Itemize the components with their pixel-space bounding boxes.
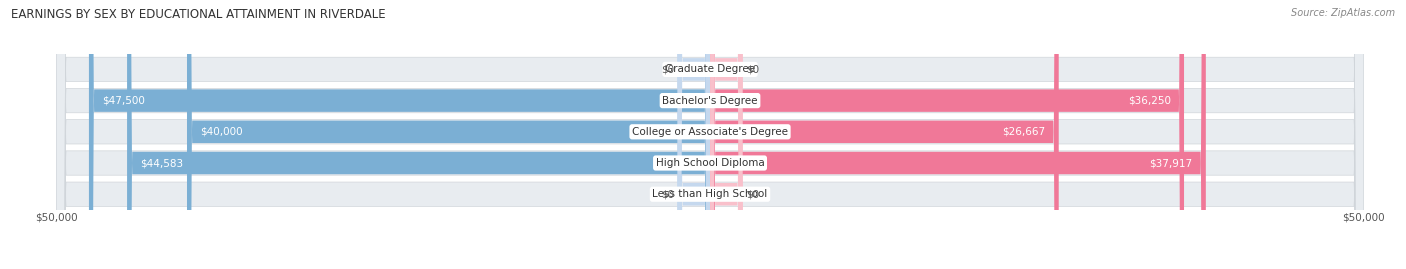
- Text: $44,583: $44,583: [141, 158, 183, 168]
- FancyBboxPatch shape: [187, 0, 710, 269]
- FancyBboxPatch shape: [56, 0, 1364, 269]
- Text: $26,667: $26,667: [1002, 127, 1046, 137]
- Text: $36,250: $36,250: [1128, 95, 1171, 106]
- Text: $37,917: $37,917: [1150, 158, 1192, 168]
- Text: $0: $0: [747, 64, 759, 75]
- Text: $0: $0: [661, 189, 673, 199]
- FancyBboxPatch shape: [56, 0, 1364, 269]
- Text: EARNINGS BY SEX BY EDUCATIONAL ATTAINMENT IN RIVERDALE: EARNINGS BY SEX BY EDUCATIONAL ATTAINMEN…: [11, 8, 385, 21]
- FancyBboxPatch shape: [678, 0, 710, 269]
- FancyBboxPatch shape: [678, 0, 710, 269]
- FancyBboxPatch shape: [710, 0, 1206, 269]
- Text: Bachelor's Degree: Bachelor's Degree: [662, 95, 758, 106]
- FancyBboxPatch shape: [56, 0, 1364, 269]
- Text: $47,500: $47,500: [103, 95, 145, 106]
- Text: Source: ZipAtlas.com: Source: ZipAtlas.com: [1291, 8, 1395, 18]
- FancyBboxPatch shape: [710, 0, 1059, 269]
- FancyBboxPatch shape: [710, 0, 742, 269]
- FancyBboxPatch shape: [56, 0, 1364, 269]
- Text: Less than High School: Less than High School: [652, 189, 768, 199]
- Text: $0: $0: [747, 189, 759, 199]
- Text: Graduate Degree: Graduate Degree: [665, 64, 755, 75]
- FancyBboxPatch shape: [710, 0, 1184, 269]
- FancyBboxPatch shape: [127, 0, 710, 269]
- Text: High School Diploma: High School Diploma: [655, 158, 765, 168]
- Text: College or Associate's Degree: College or Associate's Degree: [633, 127, 787, 137]
- Text: $40,000: $40,000: [200, 127, 243, 137]
- FancyBboxPatch shape: [56, 0, 1364, 269]
- FancyBboxPatch shape: [710, 0, 742, 269]
- FancyBboxPatch shape: [89, 0, 710, 269]
- Text: $0: $0: [661, 64, 673, 75]
